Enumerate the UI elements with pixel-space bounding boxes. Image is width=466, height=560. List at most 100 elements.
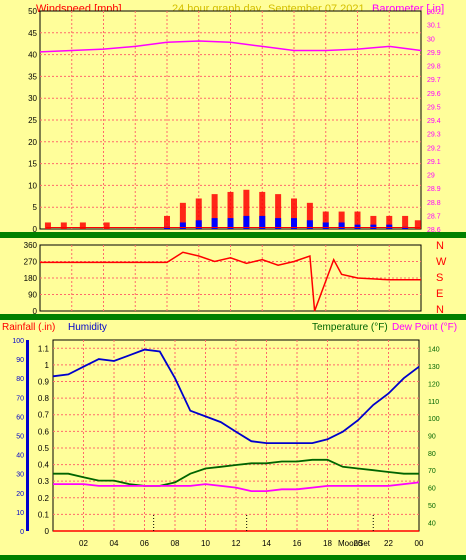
humidity-tick: 50 xyxy=(16,434,24,441)
temperature-tick: 50 xyxy=(428,503,436,510)
wind-avg-bar xyxy=(354,224,361,229)
rainfall-axis: 0 0.1 0.2 0.3 0.4 0.5 0.6 0.7 0.8 0.9 1 1.1 xyxy=(38,344,50,536)
direction-tick: 90 xyxy=(28,291,37,300)
dewpoint-label: Dew Point (°F) xyxy=(392,322,457,333)
separator-bottom xyxy=(0,314,466,320)
direction-tick: 270 xyxy=(24,258,38,267)
wind-avg-bar xyxy=(179,222,186,229)
rainfall-tick: 0.2 xyxy=(38,494,50,503)
windspeed-tick: 10 xyxy=(28,181,37,190)
barometer-tick: 29.8 xyxy=(427,64,441,71)
wind-avg-bar xyxy=(227,218,234,229)
temperature-line xyxy=(53,458,419,487)
rainfall-tick: 0.9 xyxy=(38,378,50,387)
wind-avg-bar xyxy=(211,218,218,229)
wind-avg-bar xyxy=(306,220,313,229)
wind-gust-bar xyxy=(354,211,361,229)
temperature-axis: 40 50 60 70 80 90 100 110 120 130 140 xyxy=(428,347,440,528)
temp-time-tick: 10 xyxy=(201,539,210,548)
humidity-tick: 100 xyxy=(12,338,24,345)
wind-gust-bar xyxy=(370,215,377,229)
compass-letter: W xyxy=(436,256,447,268)
rainfall-tick: 0.7 xyxy=(38,411,50,420)
rainfall-tick: 0.1 xyxy=(38,510,50,519)
temperature-tick: 120 xyxy=(428,381,440,388)
wind-avg-bar xyxy=(386,224,393,229)
rainfall-tick: 0.4 xyxy=(38,461,50,470)
wind-gust-bar xyxy=(211,194,218,229)
rainfall-tick: 0.5 xyxy=(38,444,50,453)
temperature-tick: 110 xyxy=(428,399,439,406)
humidity-scale-bar xyxy=(26,340,29,531)
temperature-tick: 140 xyxy=(428,347,440,354)
rainfall-tick: 0.6 xyxy=(38,427,50,436)
barometer-tick: 29 xyxy=(427,173,435,180)
wind-gust-bar xyxy=(79,222,86,229)
windspeed-tick: 45 xyxy=(28,29,37,38)
humidity-line xyxy=(52,348,420,444)
temperature-label: Temperature (°F) xyxy=(312,322,388,333)
temp-time-tick: 22 xyxy=(384,539,393,548)
wind-gust-bar xyxy=(195,198,202,229)
temperature-tick: 70 xyxy=(428,468,436,475)
compass-letter: N xyxy=(436,240,444,252)
wind-avg-bar xyxy=(259,215,266,229)
temp-time-tick: 18 xyxy=(323,539,332,548)
temp-plot-area xyxy=(52,339,420,532)
barometer-tick: 29.4 xyxy=(427,118,441,125)
windspeed-tick: 50 xyxy=(28,7,37,16)
barometer-tick: 28.8 xyxy=(427,200,441,207)
barometer-tick: 29.7 xyxy=(427,77,441,84)
direction-series xyxy=(40,251,421,312)
windspeed-tick: 30 xyxy=(28,94,37,103)
barometer-tick: 28.6 xyxy=(427,227,441,234)
humidity-tick: 80 xyxy=(16,376,24,383)
temp-time-tick: 04 xyxy=(110,539,119,548)
barometer-tick: 30.1 xyxy=(427,23,441,30)
wind-gust-bar xyxy=(164,215,170,229)
dewpoint-line xyxy=(53,481,420,492)
temp-time-tick: 14 xyxy=(262,539,271,548)
wind-gust-bar xyxy=(259,191,266,229)
temp-time-tick: 06 xyxy=(140,539,149,548)
direction-tick: 180 xyxy=(24,274,38,283)
humidity-tick: 0 xyxy=(20,529,24,536)
temperature-tick: 40 xyxy=(428,520,436,527)
wind-gust-bar xyxy=(322,211,329,229)
humidity-tick: 60 xyxy=(16,414,24,421)
windspeed-tick: 35 xyxy=(28,72,37,81)
rainfall-tick: 0.3 xyxy=(38,477,50,486)
wind-gust-bar xyxy=(386,215,393,229)
barometer-tick: 28.9 xyxy=(427,186,441,193)
wind-gust-bar xyxy=(103,222,110,229)
temperature-tick: 80 xyxy=(428,451,436,458)
temp-time-tick: 12 xyxy=(232,539,241,548)
barometer-tick: 29.5 xyxy=(427,104,441,111)
temperature-tick: 130 xyxy=(428,364,440,371)
wind-avg-bar xyxy=(291,218,297,229)
temp-time-axis: 02 04 06 08 10 12 14 16 18 20 22 00 xyxy=(79,539,424,548)
wind-series xyxy=(39,40,422,229)
wind-avg-bar xyxy=(338,222,345,229)
barometer-tick: 28.7 xyxy=(427,213,441,220)
direction-axis: 0 90 180 270 360 xyxy=(24,241,38,316)
temp-series xyxy=(52,348,420,532)
temperature-tick: 100 xyxy=(428,416,440,423)
rainfall-tick: 1.1 xyxy=(38,344,50,353)
wind-avg-bar xyxy=(243,215,250,229)
windspeed-tick: 40 xyxy=(28,51,37,60)
wind-gust-bar xyxy=(275,194,282,229)
windspeed-tick: 0 xyxy=(33,225,38,234)
temp-grid xyxy=(53,340,419,531)
humidity-tick: 70 xyxy=(16,395,24,402)
barometer-tick: 29.2 xyxy=(427,145,441,152)
rainfall-tick: 0.8 xyxy=(38,394,50,403)
compass-letter: E xyxy=(436,288,443,300)
wind-avg-bar xyxy=(322,222,329,229)
temp-time-tick: 16 xyxy=(293,539,302,548)
humidity-axis: 0 10 20 30 40 50 60 70 80 90 100 xyxy=(12,338,29,536)
separator-top xyxy=(0,232,466,238)
